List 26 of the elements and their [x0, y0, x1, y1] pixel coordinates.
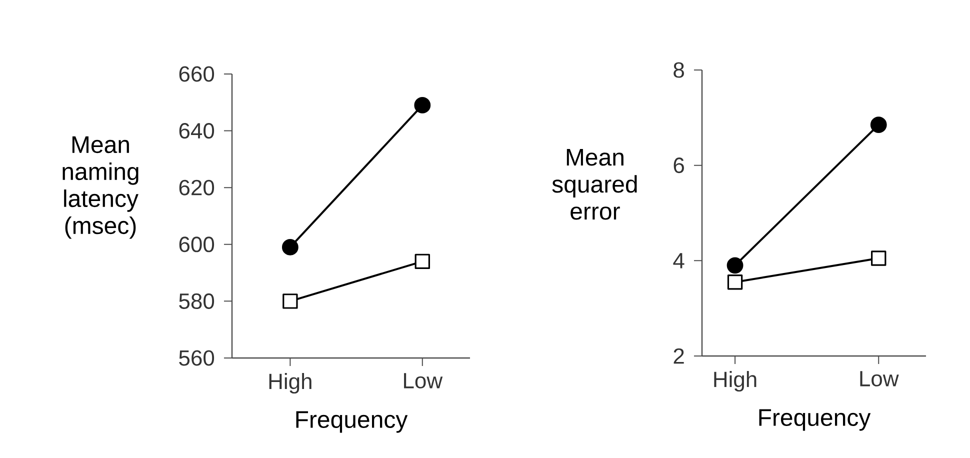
y-tick-label: 620	[179, 180, 214, 196]
point	[727, 274, 743, 290]
y-tick-label: 600	[179, 236, 214, 252]
point	[414, 97, 431, 114]
point	[870, 116, 887, 134]
y-tick-label: 6	[674, 158, 684, 174]
y-tick-label: 8	[674, 62, 684, 78]
x-tick-label: High	[269, 373, 312, 394]
point	[414, 254, 430, 270]
x-axis-title: Frequency	[296, 411, 408, 433]
y-tick-label: 640	[179, 123, 214, 139]
point	[726, 257, 744, 274]
y-axis-title: Mean squared error	[552, 149, 637, 220]
x-tick-label: Low	[404, 373, 443, 388]
x-tick-label: Low	[860, 371, 899, 386]
y-tick-label: 580	[179, 293, 214, 309]
x-axis-title: Frequency	[759, 409, 871, 431]
point	[282, 239, 298, 256]
y-tick-label: 4	[673, 253, 684, 268]
y-tick-label: 2	[674, 348, 684, 364]
x-tick-label: High	[714, 371, 756, 392]
point	[282, 294, 298, 309]
y-tick-label: 560	[179, 350, 214, 366]
y-tick-label: 660	[179, 66, 214, 82]
point	[871, 250, 886, 266]
y-axis-title: Mean naming latency (msec)	[62, 136, 138, 239]
